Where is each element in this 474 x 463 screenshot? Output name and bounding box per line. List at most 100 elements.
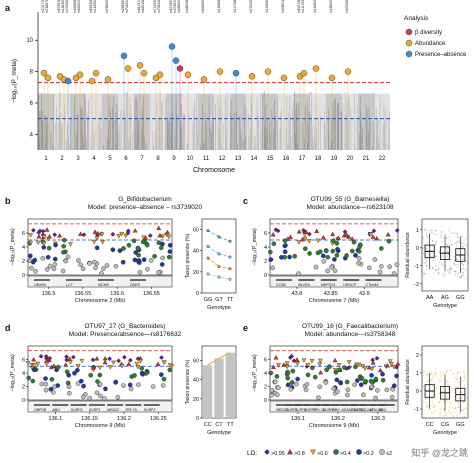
snp-point bbox=[294, 381, 299, 387]
hit-snp-label: rs4988235 bbox=[177, 0, 181, 13]
snp-spike bbox=[169, 135, 171, 150]
snp-spike bbox=[297, 144, 299, 150]
chromosome-tick-label: 11 bbox=[203, 156, 210, 162]
x-tick-label: 136.1 bbox=[291, 416, 305, 422]
snp-point bbox=[271, 241, 277, 246]
residual-point bbox=[429, 379, 432, 381]
snp-spike bbox=[209, 128, 211, 150]
residual-point bbox=[424, 401, 426, 403]
snp-spike bbox=[165, 114, 167, 150]
gene-label: OBP2B bbox=[34, 408, 47, 412]
snp-spike bbox=[384, 144, 385, 150]
presence-point bbox=[228, 255, 232, 259]
snp-point bbox=[47, 355, 53, 361]
snp-spike bbox=[346, 112, 347, 150]
hit-snp-label: rs11157307 bbox=[301, 0, 305, 13]
residual-point bbox=[445, 371, 448, 373]
snp-spike bbox=[92, 121, 94, 150]
snp-point bbox=[270, 265, 275, 271]
residual-point bbox=[443, 387, 445, 389]
gene-label: CACFD1 bbox=[351, 408, 365, 412]
hit-snp-label: rs4856889 bbox=[73, 0, 77, 13]
snp-point bbox=[155, 361, 161, 366]
snp-spike bbox=[194, 99, 195, 150]
residual-point bbox=[431, 412, 433, 414]
snp-spike bbox=[241, 135, 243, 150]
gene-track bbox=[269, 275, 399, 288]
snp-point bbox=[385, 363, 390, 368]
hit-point bbox=[312, 65, 320, 72]
snp-spike bbox=[220, 98, 222, 150]
residual-point bbox=[442, 265, 444, 267]
snp-point bbox=[99, 232, 105, 237]
residual-point bbox=[440, 230, 443, 233]
snp-point bbox=[290, 368, 296, 374]
snp-point bbox=[317, 362, 323, 367]
snp-point bbox=[121, 246, 126, 251]
residual-point bbox=[426, 268, 428, 270]
residual-point bbox=[434, 406, 436, 408]
snp-spike bbox=[120, 109, 122, 150]
snp-point bbox=[102, 396, 107, 401]
hit-snp-label: rs10177188 bbox=[41, 0, 45, 13]
residual-point bbox=[455, 378, 458, 380]
snp-point bbox=[363, 378, 368, 384]
residual-point bbox=[453, 373, 455, 375]
snp-point bbox=[46, 245, 52, 251]
snp-spike bbox=[215, 104, 217, 150]
residual-point bbox=[438, 405, 440, 407]
snp-point bbox=[160, 383, 166, 388]
snp-spike bbox=[138, 118, 140, 150]
snp-point bbox=[41, 245, 47, 250]
chromosome-tick-label: 13 bbox=[235, 156, 242, 162]
y-tick-label: -1 bbox=[414, 407, 419, 413]
hit-snp-label: rs1430049 bbox=[93, 0, 97, 13]
snp-point bbox=[324, 367, 329, 373]
residual-point bbox=[425, 234, 428, 236]
snp-spike bbox=[286, 95, 288, 150]
chromosome-band bbox=[230, 93, 246, 150]
snp-point bbox=[307, 251, 312, 256]
residual-point bbox=[435, 372, 437, 374]
snp-point bbox=[138, 359, 144, 364]
residual-point bbox=[458, 241, 460, 243]
gene-label: RPL7A bbox=[313, 408, 325, 412]
snp-spike bbox=[68, 145, 70, 150]
snp-spike bbox=[53, 94, 55, 150]
snp-point bbox=[76, 258, 81, 263]
snp-spike bbox=[68, 135, 69, 150]
snp-point bbox=[81, 383, 86, 389]
snp-point bbox=[304, 382, 310, 387]
snp-point bbox=[136, 252, 141, 258]
snp-spike bbox=[287, 145, 289, 150]
residual-point bbox=[432, 232, 434, 234]
snp-spike bbox=[168, 122, 170, 150]
snp-point bbox=[137, 269, 143, 275]
residual-point bbox=[453, 256, 455, 258]
snp-spike bbox=[77, 115, 78, 150]
residual-point bbox=[435, 240, 437, 243]
hit-snp-label: rs62298869 bbox=[89, 0, 93, 13]
residual-point bbox=[457, 251, 459, 253]
snp-point bbox=[52, 262, 58, 267]
residual-point bbox=[431, 391, 433, 393]
residual-point bbox=[435, 233, 437, 236]
snp-point bbox=[78, 231, 83, 236]
residual-point bbox=[455, 270, 457, 272]
snp-point bbox=[375, 388, 380, 393]
residual-point bbox=[447, 383, 449, 386]
snp-point bbox=[387, 359, 393, 364]
snp-point bbox=[310, 365, 315, 371]
hit-point bbox=[88, 77, 96, 85]
snp-spike bbox=[316, 128, 318, 150]
snp-spike bbox=[382, 125, 384, 150]
snp-point bbox=[161, 360, 167, 366]
residual-point bbox=[424, 258, 426, 260]
snp-spike bbox=[311, 125, 313, 150]
residual-point bbox=[423, 229, 426, 231]
snp-spike bbox=[103, 145, 104, 150]
snp-point bbox=[31, 227, 36, 233]
residual-point bbox=[466, 253, 468, 255]
legend-swatch bbox=[405, 50, 413, 58]
snp-point bbox=[282, 249, 288, 254]
